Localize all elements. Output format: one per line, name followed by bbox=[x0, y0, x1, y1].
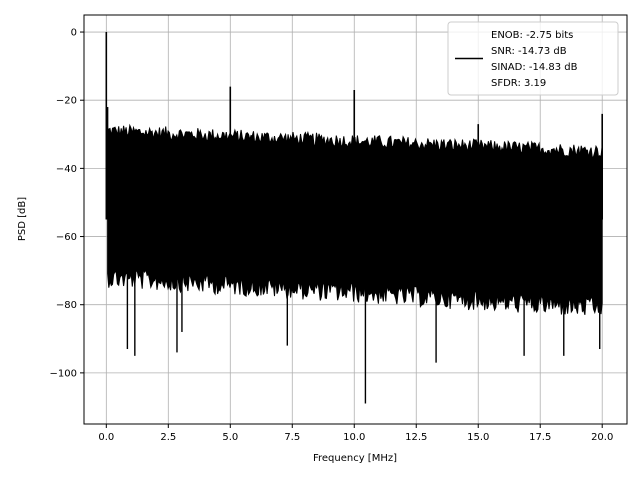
x-tick-label: 2.5 bbox=[160, 432, 176, 443]
legend-box bbox=[447, 21, 619, 96]
x-axis-ticks: 0.0 2.5 5.0 7.5 10.0 12.5 15.0 17.5 20.0 bbox=[98, 424, 613, 443]
x-tick-label: 10.0 bbox=[343, 432, 365, 443]
legend: ENOB: -2.75 bits SNR: -14.73 dB SINAD: -… bbox=[447, 21, 619, 96]
y-tick-label: −20 bbox=[56, 96, 77, 107]
y-axis-label: PSD [dB] bbox=[17, 197, 28, 241]
y-tick-label: −100 bbox=[50, 368, 77, 379]
x-axis-label: Frequency [MHz] bbox=[313, 453, 397, 464]
x-tick-label: 7.5 bbox=[284, 432, 300, 443]
x-tick-label: 0.0 bbox=[98, 432, 114, 443]
x-tick-label: 12.5 bbox=[405, 432, 427, 443]
legend-entry-sinad: SINAD: -14.83 dB bbox=[491, 62, 578, 73]
y-axis-ticks: 0 −20 −40 −60 −80 −100 bbox=[50, 28, 84, 379]
y-tick-label: −60 bbox=[56, 232, 77, 243]
legend-entry-snr: SNR: -14.73 dB bbox=[491, 46, 567, 57]
y-tick-label: 0 bbox=[71, 28, 77, 39]
y-tick-label: −80 bbox=[56, 300, 77, 311]
x-tick-label: 17.5 bbox=[529, 432, 551, 443]
x-tick-label: 20.0 bbox=[591, 432, 613, 443]
data-layer bbox=[105, 32, 604, 404]
plot-frame bbox=[83, 14, 628, 425]
x-tick-label: 15.0 bbox=[467, 432, 489, 443]
legend-entry-enob: ENOB: -2.75 bits bbox=[491, 30, 573, 41]
x-tick-label: 5.0 bbox=[222, 432, 238, 443]
peak-lines bbox=[105, 32, 604, 220]
y-tick-label: −40 bbox=[56, 164, 77, 175]
legend-entry-sfdr: SFDR: 3.19 bbox=[491, 78, 546, 89]
dip-lines bbox=[126, 270, 601, 404]
